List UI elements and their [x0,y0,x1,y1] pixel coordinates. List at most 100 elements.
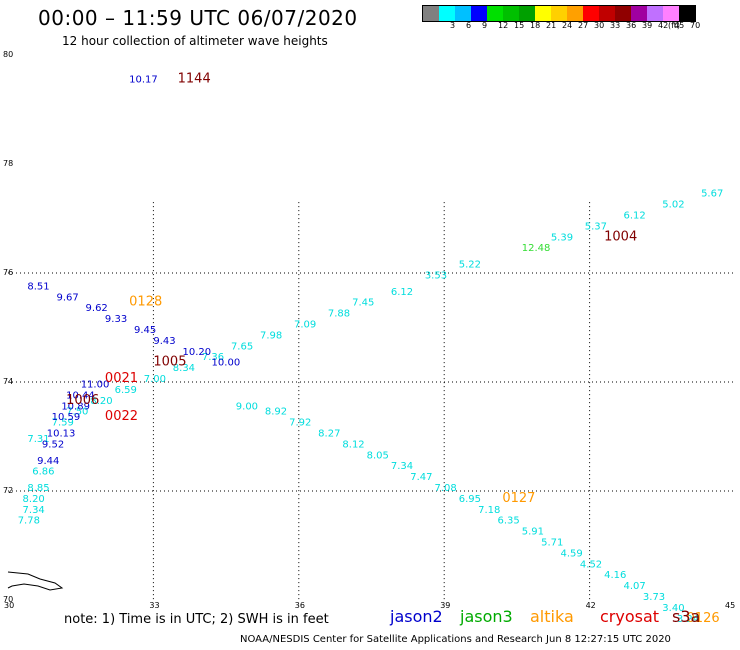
wave-height-value: 8.92 [265,407,287,418]
wave-height-value: 7.92 [289,418,311,429]
wave-height-value: 6.35 [498,516,520,527]
longitude-label: 36 [294,601,305,610]
color-swatch [551,6,567,21]
wave-height-value: 5.71 [541,538,563,549]
wave-height-value: 10.00 [212,358,241,369]
color-swatch [535,6,551,21]
wave-height-value: 4.59 [561,548,583,559]
color-scale-label: 6 [466,21,472,30]
color-swatch [599,6,615,21]
time-label: 0022 [105,409,138,424]
wave-height-value: 6.86 [32,467,54,478]
wave-height-value: 8.05 [367,450,389,461]
color-swatch [439,6,455,21]
wave-height-value: 9.62 [86,303,108,314]
wave-height-value: 7.47 [410,472,432,483]
time-label: 0021 [105,371,138,386]
satellite-name: altika [530,607,574,626]
wave-height-value: 9.45 [134,325,156,336]
latitude-label: 80 [3,50,14,59]
wave-height-value: 5.91 [522,527,544,538]
longitude-label: 42 [585,601,596,610]
color-scale-label: 39 [642,21,653,30]
color-scale-label: 12 [498,21,509,30]
longitude-label: 45 [725,601,736,610]
wave-height-value: 7.50 [66,407,88,418]
color-swatch [663,6,679,21]
latitude-label: 72 [3,486,14,495]
satellite-name: jason3 [460,607,513,626]
wave-height-value: 7.59 [52,418,74,429]
wave-height-value: 10.17 [129,74,158,85]
wave-height-value: 4.52 [580,559,602,570]
color-swatch [615,6,631,21]
wave-height-value: 7.98 [260,330,282,341]
wave-height-value: 9.67 [56,292,78,303]
coastline [7,571,64,591]
wave-height-value: 7.34 [23,505,45,516]
latitude-label: 78 [3,159,14,168]
wave-height-value: 6.12 [391,287,413,298]
latitude-label: 70 [3,595,14,604]
wave-height-value: 6.12 [624,211,646,222]
color-scale-label: 36 [626,21,637,30]
wave-height-value: 8.51 [27,281,49,292]
color-swatch [503,6,519,21]
color-scale-label: 3 [450,21,456,30]
wave-height-value: 5.39 [551,232,573,243]
color-scale-label: 30 [594,21,605,30]
color-scale-label: 45 [674,21,685,30]
wave-height-value: 5.37 [585,221,607,232]
time-label: 0128 [129,295,162,310]
longitude-label: 39 [440,601,451,610]
satellite-name: s3a [672,607,701,626]
color-scale-label: 18 [530,21,541,30]
page-subtitle: 12 hour collection of altimeter wave hei… [62,34,328,48]
color-scale-bar [422,5,696,22]
wave-height-value: 9.44 [37,456,59,467]
wave-height-value: 9.43 [153,336,175,347]
wave-height-value: 3.24 [677,614,699,625]
color-scale-label: 9 [482,21,488,30]
page-title: 00:00 – 11:59 UTC 06/07/2020 [38,6,358,30]
wave-height-value: 9.52 [42,439,64,450]
color-scale-label: 24 [562,21,573,30]
wave-height-value: 3.73 [643,592,665,603]
color-swatch [487,6,503,21]
color-swatch [519,6,535,21]
color-scale-label: 70 [690,21,701,30]
wave-height-value: 10.13 [47,429,76,440]
wave-height-value: 12.48 [522,243,551,254]
time-label: 1004 [604,229,637,244]
time-label: 1144 [178,71,211,86]
wave-height-value: 10.89 [61,401,90,412]
wave-height-value: 8.34 [173,363,195,374]
wave-height-value: 8.85 [27,483,49,494]
color-scale-unit: (ft) [668,21,681,30]
time-label: 0127 [502,491,535,506]
wave-height-value: 10.44 [66,390,95,401]
wave-height-value: 9.00 [236,401,258,412]
color-scale-label: 42 [658,21,669,30]
footer-credit: NOAA/NESDIS Center for Satellite Applica… [240,634,671,645]
wave-height-value: 10.59 [52,412,81,423]
wave-height-value: 7.45 [352,298,374,309]
wave-height-value: 7.08 [435,483,457,494]
color-swatch [471,6,487,21]
time-label: 1006 [66,393,99,408]
wave-height-value: 6.59 [115,385,137,396]
wave-height-value: 7.36 [202,352,224,363]
color-swatch [423,6,439,21]
color-swatch [647,6,663,21]
color-swatch [567,6,583,21]
footer-note: note: 1) Time is in UTC; 2) SWH is in fe… [64,612,329,627]
satellite-name: jason2 [390,607,443,626]
longitude-label: 30 [4,601,15,610]
wave-height-value: 8.12 [342,439,364,450]
wave-height-value: 5.22 [459,260,481,271]
latitude-label: 76 [3,268,14,277]
wave-height-value: 3.40 [662,603,684,614]
latitude-label: 74 [3,377,14,386]
time-label: 0126 [687,611,720,626]
longitude-label: 33 [149,601,160,610]
